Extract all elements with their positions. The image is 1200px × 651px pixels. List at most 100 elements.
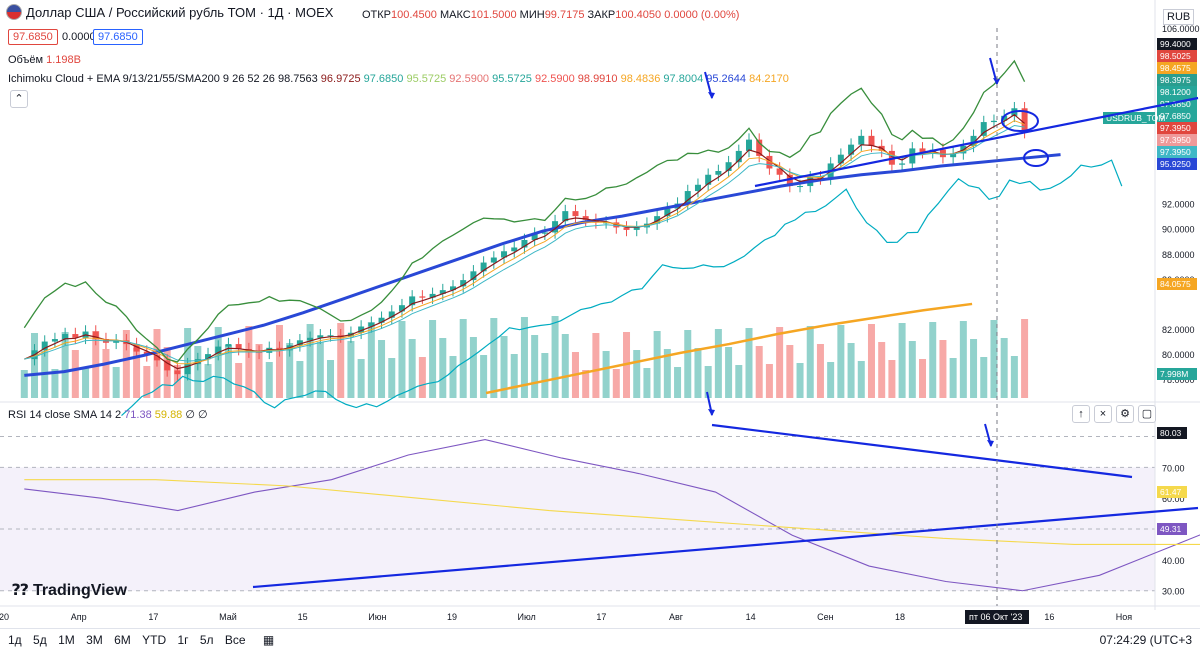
volume-bar [847,343,855,398]
time-tick-label: 17 [596,612,606,622]
candle-body [480,262,487,272]
candle-body [654,216,661,224]
tf-5y[interactable]: 5л [199,633,214,647]
ichimoku-value: 97.8004 [660,73,704,85]
volume-bar [694,348,702,398]
ichimoku-span-line [121,159,1123,417]
volume-bar [816,344,824,398]
rsi-tick-label: 30.00 [1162,587,1185,597]
candle-body [92,331,99,340]
candle-body [797,186,804,188]
candle-body [225,344,232,347]
volume-bar [674,367,682,398]
volume-bar [827,362,835,398]
tf-all[interactable]: Все [224,633,246,647]
arrow-up-icon[interactable]: ↑ [1072,405,1090,423]
ema55-line [24,153,1061,377]
price-axis-badge-text: 97.3950 [1160,123,1191,133]
candle-body [439,290,446,294]
candle-body [327,335,334,337]
buy-price-badge[interactable]: 97.6850 [93,29,143,45]
price-axis-badge [1157,62,1197,74]
title-text: Доллар США / Российский рубль ТОМ · 1Д ·… [26,4,334,20]
volume-bar [449,356,457,398]
candle-body [848,144,855,155]
timeframe-bar: 1д 5д 1М 3М 6М YTD 1г 5л Все ▦ 07:24:29 … [0,628,1200,651]
candle-body [296,340,303,346]
candle-body [990,120,997,123]
candle-body [980,122,987,136]
volume-bar [612,369,620,398]
time-tick-label: 18 [895,612,905,622]
candle-body [735,150,742,163]
volume-bar [367,322,375,398]
tf-1m[interactable]: 1М [58,633,75,647]
spread-value: 0.0000 [62,31,96,43]
candle-body [174,370,181,375]
tf-ytd[interactable]: YTD [142,633,167,647]
sma200-line [485,302,973,395]
volume-bar [347,341,355,398]
volume-bar [265,362,273,398]
volume-bar [551,316,559,398]
volume-bar [898,323,906,398]
rsi-tick-label: 40.00 [1162,556,1185,566]
price-axis-badge-text: 97.3950 [1160,135,1191,145]
arrowhead-icon [987,440,994,447]
time-tick-label: 17 [148,612,158,622]
time-tick-label: Июл [518,612,536,622]
sell-price-badge[interactable]: 97.6850 [8,29,58,45]
candle-body [623,227,630,230]
candle-body [490,257,497,263]
volume-bar [245,326,253,398]
volume-bar [20,370,28,398]
tf-1d[interactable]: 1д [8,633,22,647]
ichimoku-value: 92.5900 [531,73,575,85]
volume-bar [857,361,865,398]
tf-1y[interactable]: 1г [177,633,189,647]
volume-bar [663,349,671,398]
volume-bar [735,365,743,398]
ichimoku-value: 96.9725 [317,73,361,85]
volume-bar [408,339,416,398]
volume-bar [745,328,753,398]
volume-bar [1000,338,1008,398]
chevron-up-icon[interactable]: ⌃ [10,90,28,108]
tf-3m[interactable]: 3М [86,633,103,647]
ichimoku-lagging-line [23,59,1026,363]
close-icon[interactable]: × [1094,405,1112,423]
candle-body [531,233,538,240]
ichimoku-value: 97.6850 [360,73,404,85]
settings-icon[interactable]: ⚙ [1116,405,1134,423]
calendar-icon[interactable]: ▦ [262,633,275,647]
price-axis-badge-text: 99.4000 [1160,39,1191,49]
volume-bar [888,360,896,398]
volume-bar [357,359,365,398]
volume-bar [275,325,283,398]
price-tick-label: 82.0000 [1162,325,1195,335]
price-axis-badge [1157,74,1197,86]
rsi-legend: RSI 14 close SMA 14 2 71.38 59.88 ∅ ∅ [8,409,208,421]
maximize-icon[interactable]: ▢ [1138,405,1156,423]
candle-body [72,334,79,338]
rsi-axis-badge [1157,523,1187,535]
price-tick-label: 78.0000 [1162,375,1195,385]
rsi-axis-badge-text: 61.47 [1160,487,1182,497]
volume-bar [602,351,610,398]
symbol-title[interactable]: Доллар США / Российский рубль ТОМ · 1Д ·… [6,4,333,20]
candle-body [541,232,548,234]
candle-body [582,216,589,220]
volume-bar [490,318,498,398]
tf-6m[interactable]: 6М [114,633,131,647]
price-axis-badge-text: 98.5025 [1160,51,1191,61]
volume-bar [582,370,590,398]
volume-bar [867,324,875,398]
candle-body [133,344,140,352]
volume-bar [725,347,733,398]
ichimoku-value: 92.5900 [446,73,490,85]
candle-body [694,184,701,192]
currency-label[interactable]: RUB [1163,9,1195,25]
volume-bar [806,326,814,398]
tf-5d[interactable]: 5д [33,633,47,647]
